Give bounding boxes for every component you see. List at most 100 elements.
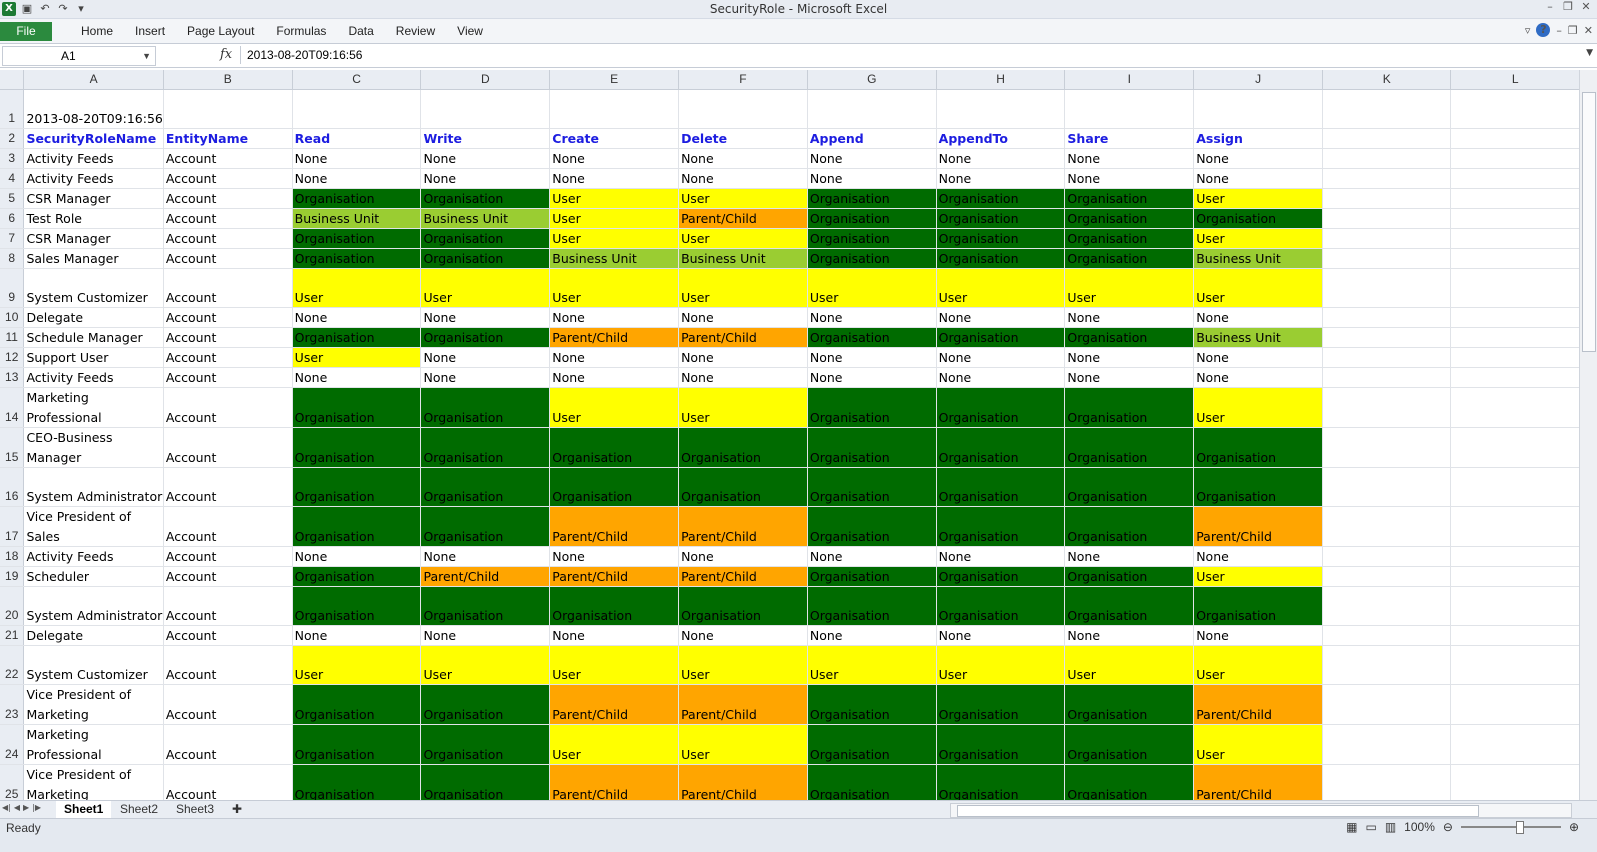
entity-name-cell[interactable]: Account [163,684,293,725]
privilege-cell[interactable]: Organisation [1064,248,1195,269]
last-sheet-icon[interactable]: |▶ [32,803,42,812]
privilege-cell[interactable]: User [678,268,808,308]
undo-icon[interactable]: ↶ [40,2,50,15]
cell[interactable] [1450,684,1580,725]
privilege-cell[interactable]: None [1064,367,1195,388]
entity-name-cell[interactable]: Account [163,248,293,269]
ribbon-tab-formulas[interactable]: Formulas [276,24,327,38]
privilege-cell[interactable]: None [420,625,551,646]
row-header-25[interactable]: 25 [0,764,25,800]
column-header-l[interactable]: L [1450,70,1580,90]
privilege-cell[interactable]: User [1193,645,1323,685]
role-name-cell[interactable]: Support User [23,347,164,368]
select-all-corner[interactable] [0,70,25,90]
normal-view-icon[interactable]: ▦ [1346,820,1358,834]
cell[interactable] [1450,506,1580,547]
cell[interactable] [1450,208,1580,229]
privilege-cell[interactable]: Parent/Child [420,566,551,587]
privilege-cell[interactable]: Organisation [1064,566,1195,587]
privilege-cell[interactable]: None [1193,307,1323,328]
privilege-cell[interactable]: Organisation [549,427,680,468]
privilege-cell[interactable]: None [420,367,551,388]
privilege-cell[interactable]: None [936,347,1066,368]
role-name-cell[interactable]: Schedule Manager [23,327,164,348]
cell[interactable] [1322,208,1452,229]
privilege-cell[interactable]: None [292,367,422,388]
column-header-h[interactable]: H [936,70,1066,90]
cell[interactable] [1322,645,1452,685]
ribbon-tab-view[interactable]: View [457,24,483,38]
cell[interactable] [1450,387,1580,428]
zoom-level[interactable]: 100% [1404,820,1435,834]
help-icon[interactable]: ? [1536,23,1551,37]
cell[interactable] [1322,168,1452,189]
entity-name-cell[interactable]: Account [163,387,293,428]
cell[interactable] [1322,188,1452,209]
privilege-cell[interactable]: None [549,168,680,189]
cell[interactable] [1450,427,1580,468]
role-name-cell[interactable]: Activity Feeds [23,148,164,169]
privilege-cell[interactable]: User [1064,268,1195,308]
zoom-out-icon[interactable]: ⊖ [1442,820,1453,834]
privilege-cell[interactable]: None [292,625,422,646]
cell[interactable] [807,89,937,129]
cell[interactable] [1450,248,1580,269]
entity-name-cell[interactable]: Account [163,586,293,626]
privilege-cell[interactable]: None [1193,148,1323,169]
privilege-cell[interactable]: None [420,546,551,567]
cell[interactable] [1450,228,1580,249]
privilege-cell[interactable]: Organisation [420,188,551,209]
row-header-12[interactable]: 12 [0,347,25,368]
entity-name-cell[interactable]: Account [163,467,293,507]
cell[interactable] [1322,467,1452,507]
privilege-cell[interactable]: None [1193,367,1323,388]
cell[interactable] [1322,347,1452,368]
privilege-cell[interactable]: None [807,546,937,567]
entity-name-cell[interactable]: Account [163,427,293,468]
privilege-cell[interactable]: None [549,625,680,646]
privilege-cell[interactable]: None [678,168,808,189]
privilege-cell[interactable]: Business Unit [1193,248,1323,269]
privilege-cell[interactable]: Organisation [807,427,937,468]
workbook-close-icon[interactable]: ✕ [1583,23,1593,37]
privilege-cell[interactable]: User [1193,724,1323,765]
privilege-cell[interactable]: User [678,228,808,249]
privilege-cell[interactable]: Organisation [1064,228,1195,249]
privilege-cell[interactable]: Organisation [936,208,1066,229]
sheet-tab-sheet1[interactable]: Sheet1 [56,801,112,819]
privilege-cell[interactable]: User [807,645,937,685]
role-name-cell[interactable]: Vice President of Sales [23,506,164,547]
entity-name-cell[interactable]: Account [163,208,293,229]
privilege-cell[interactable]: Organisation [292,427,422,468]
privilege-cell[interactable]: User [420,268,551,308]
role-name-cell[interactable]: System Administrator [23,467,164,507]
privilege-cell[interactable]: Organisation [936,467,1066,507]
role-name-cell[interactable]: Vice President of Marketing [23,684,164,725]
privilege-cell[interactable]: Organisation [1193,427,1323,468]
privilege-cell[interactable]: None [1193,546,1323,567]
chevron-down-icon[interactable]: ▼ [142,51,151,61]
privilege-cell[interactable]: Organisation [1193,467,1323,507]
privilege-cell[interactable]: Organisation [1064,327,1195,348]
entity-name-cell[interactable]: Account [163,148,293,169]
workbook-restore-icon[interactable]: ❐ [1567,23,1578,37]
restore-icon[interactable]: ❐ [1563,0,1573,13]
entity-name-cell[interactable]: Account [163,268,293,308]
privilege-cell[interactable]: Business Unit [549,248,680,269]
entity-name-cell[interactable]: Account [163,566,293,587]
privilege-cell[interactable]: Parent/Child [549,506,680,547]
cell[interactable] [1322,327,1452,348]
cell[interactable] [1450,724,1580,765]
cell[interactable] [1450,764,1580,800]
privilege-cell[interactable]: None [936,148,1066,169]
zoom-in-icon[interactable]: ⊕ [1568,820,1579,834]
role-name-cell[interactable]: Vice President of Marketing [23,764,164,800]
cell[interactable] [1450,625,1580,646]
ribbon-tab-page-layout[interactable]: Page Layout [187,24,255,38]
role-name-cell[interactable]: Activity Feeds [23,546,164,567]
privilege-cell[interactable]: Organisation [292,188,422,209]
row-header-14[interactable]: 14 [0,387,25,428]
cell[interactable] [292,89,422,129]
privilege-cell[interactable]: User [549,208,680,229]
zoom-slider[interactable] [1460,821,1561,834]
